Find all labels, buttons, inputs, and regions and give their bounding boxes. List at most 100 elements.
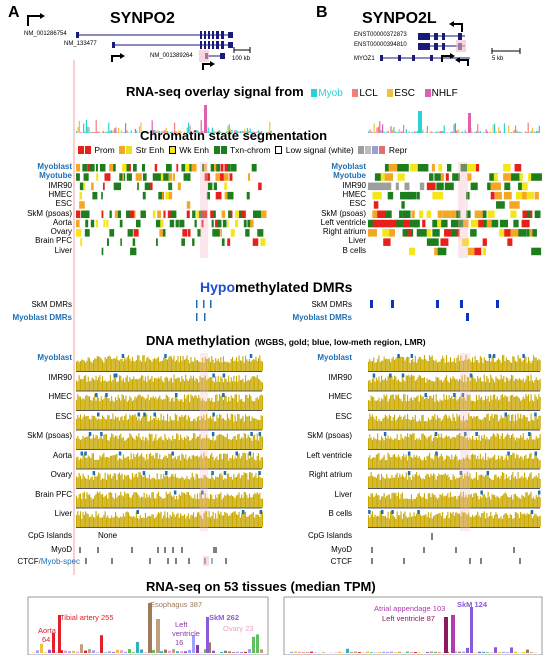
chromatin-segment (401, 164, 409, 172)
methylation-bar (538, 437, 540, 449)
methylation-bar (488, 355, 490, 371)
methylation-bar (369, 359, 371, 371)
methylation-bar (501, 456, 503, 469)
methylation-bar (159, 454, 161, 469)
methylation-bar (118, 435, 120, 449)
methylation-bar (125, 512, 127, 527)
overlay-signal (429, 131, 431, 133)
chromatin-segment (142, 229, 148, 237)
methylation-bar (451, 454, 453, 469)
tissue-bar (212, 650, 215, 653)
scale-bar-label-b: 5 kb (492, 56, 504, 62)
lmr-mark (475, 432, 478, 436)
methylation-bar (92, 517, 94, 527)
methylation-bar (535, 416, 537, 430)
methylation-bar (535, 396, 537, 410)
methylation-bar (408, 516, 410, 527)
methylation-bar (154, 458, 156, 469)
methylation-bar (243, 362, 245, 371)
methylation-bar (239, 379, 241, 391)
methylation-bar (238, 433, 240, 449)
tissue-bar (454, 651, 457, 653)
chromatin-segment (134, 210, 137, 218)
methylation-bar (146, 382, 148, 391)
methylation-bar (160, 436, 162, 449)
methylation-bar (156, 358, 158, 371)
methylation-bar (161, 518, 163, 527)
methylation-bar (89, 381, 91, 391)
methylation-bar (221, 475, 223, 488)
methylation-bar (172, 458, 174, 469)
chromatin-segment (421, 229, 431, 237)
methylation-bar (426, 438, 428, 449)
overlay-signal (87, 126, 89, 133)
chromatin-segment (220, 229, 222, 237)
methylation-bar (180, 513, 182, 527)
methylation-bar (431, 398, 433, 410)
chromatin-segment (106, 238, 109, 246)
methylation-bar (164, 356, 166, 371)
methylation-bar (469, 359, 471, 371)
tissue-bar (72, 650, 75, 653)
methylation-bar (129, 395, 131, 410)
overlay-signal (90, 132, 92, 133)
methylation-bar (498, 497, 500, 508)
tissue-bar (176, 651, 179, 653)
methylation-bar (178, 478, 180, 488)
methylation-bar (164, 377, 166, 391)
overlay-signal (480, 131, 482, 133)
methylation-bar (141, 474, 143, 488)
overlay-signal (242, 131, 244, 133)
methylation-bar (98, 459, 100, 469)
chromatin-segment (192, 210, 196, 218)
methylation-bar (387, 452, 389, 469)
methylation-bar (260, 394, 262, 410)
track-row-label: HMEC (342, 189, 366, 199)
methylation-bar (446, 395, 448, 410)
methylation-bar (379, 499, 381, 508)
methylation-bar (217, 511, 219, 527)
lmr-mark (171, 451, 174, 456)
methylation-bar (215, 494, 217, 508)
methylation-bar (447, 418, 449, 430)
methylation-bar (260, 457, 262, 469)
methylation-bar (422, 433, 424, 449)
methylation-bar (531, 459, 533, 469)
overlay-signal (88, 127, 90, 133)
methylation-bar (160, 474, 162, 488)
methylation-bar (429, 420, 431, 430)
methylation-bar (168, 453, 170, 469)
methylation-bar (431, 475, 433, 488)
methylation-bar (229, 496, 231, 508)
overlay-signal (259, 131, 261, 133)
methylation-bar (116, 497, 118, 508)
methylation-bar (234, 394, 236, 410)
chromatin-segment (175, 219, 179, 228)
methylation-bar (472, 514, 474, 527)
methylation-bar (503, 438, 505, 449)
methylation-bar (400, 356, 402, 371)
overlay-signal (97, 131, 99, 133)
lmr-mark (223, 471, 227, 475)
methylation-bar (217, 494, 219, 508)
methylation-bar (405, 454, 407, 469)
methylation-bar (121, 517, 123, 527)
tissue-bar (510, 647, 513, 653)
chromatin-segment (163, 173, 169, 181)
methylation-bar (230, 513, 232, 527)
chromatin-segment (507, 238, 513, 246)
methylation-bar (537, 399, 539, 410)
chromatin-segment (408, 229, 412, 237)
chromatin-segment (191, 164, 197, 172)
methylation-bar (439, 380, 441, 391)
methylation-bar (496, 433, 498, 449)
methylation-bar (133, 415, 135, 430)
methylation-bar (436, 476, 438, 488)
methylation-bar (495, 413, 497, 430)
methylation-bar (507, 378, 509, 391)
methylation-bar (516, 361, 518, 371)
chromatin-segment (215, 191, 222, 200)
scale-bar-label-a: 100 kb (232, 56, 251, 62)
methylation-bar (420, 514, 422, 527)
lmr-mark (424, 393, 427, 397)
